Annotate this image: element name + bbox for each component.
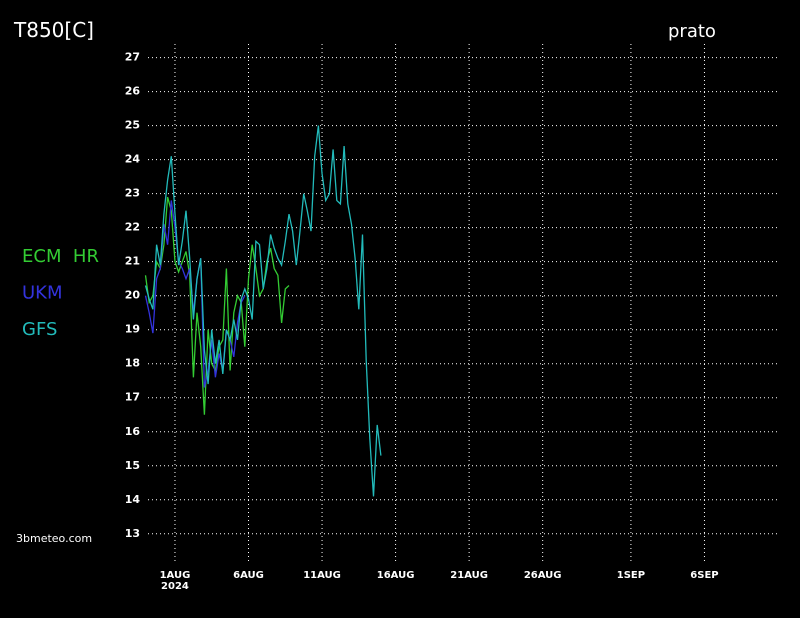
y-tick-label: 26 — [125, 85, 141, 98]
y-tick-label: 16 — [125, 425, 141, 438]
legend-entry: UKM — [22, 283, 63, 304]
x-tick-label: 1AUG — [160, 570, 191, 581]
legend-entry: GFS — [22, 319, 57, 340]
x-year-label: 2024 — [161, 581, 189, 592]
x-tick-label: 6SEP — [690, 570, 718, 581]
y-tick-label: 25 — [125, 119, 140, 132]
x-tick-label: 1SEP — [617, 570, 645, 581]
y-tick-label: 23 — [125, 187, 140, 200]
x-tick-label: 26AUG — [524, 570, 562, 581]
y-tick-label: 14 — [125, 493, 141, 506]
series-line — [144, 125, 382, 497]
location-label: prato — [668, 21, 716, 42]
y-tick-label: 19 — [125, 323, 140, 336]
y-tick-label: 21 — [125, 255, 140, 268]
legend-entry: ECM HR — [22, 246, 99, 267]
x-tick-label: 11AUG — [303, 570, 341, 581]
y-tick-label: 18 — [125, 357, 140, 370]
x-tick-label: 16AUG — [377, 570, 415, 581]
y-tick-label: 17 — [125, 391, 140, 404]
x-tick-label: 6AUG — [233, 570, 264, 581]
y-tick-label: 20 — [125, 289, 141, 302]
source-label: 3bmeteo.com — [16, 532, 92, 545]
y-tick-label: 15 — [125, 459, 140, 472]
y-tick-label: 22 — [125, 221, 140, 234]
y-tick-label: 13 — [125, 527, 140, 540]
y-tick-label: 24 — [125, 153, 141, 166]
y-tick-label: 27 — [125, 51, 140, 64]
chart-title: T850[C] — [13, 18, 94, 42]
x-tick-label: 21AUG — [450, 570, 488, 581]
